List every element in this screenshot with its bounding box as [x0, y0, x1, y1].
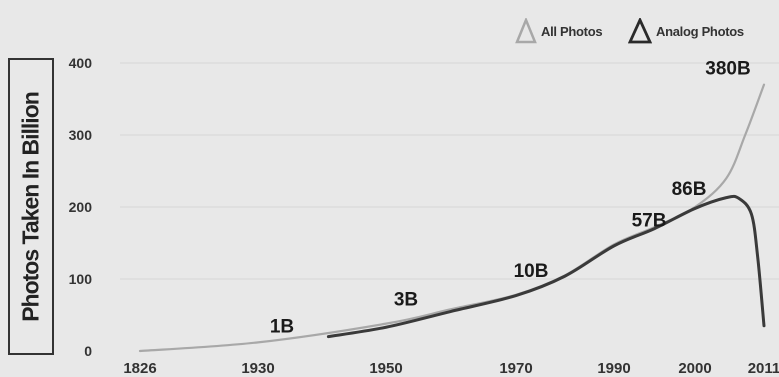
legend-item-analog-photos: Analog Photos	[628, 18, 744, 44]
light-triangle-icon	[515, 18, 537, 44]
x-tick-label: 1990	[597, 360, 630, 377]
legend-item-all-photos: All Photos	[515, 18, 603, 44]
data-label: 10B	[514, 261, 549, 282]
x-tick-label: 1970	[499, 360, 532, 377]
data-label: 3B	[394, 290, 418, 311]
x-tick-label: 2000	[678, 360, 711, 377]
data-label: 1B	[270, 316, 294, 337]
x-tick-label: 1950	[369, 360, 402, 377]
legend-label-all-photos: All Photos	[541, 23, 603, 39]
dark-triangle-icon	[628, 18, 652, 44]
data-label: 380B	[705, 59, 750, 80]
y-tick-label: 100	[69, 271, 93, 287]
y-tick-label: 200	[69, 199, 93, 215]
y-axis-label: Photos Taken In Billion	[17, 91, 44, 322]
y-tick-label: 400	[69, 55, 93, 71]
legend-label-analog-photos: Analog Photos	[656, 23, 744, 39]
y-tick-label: 0	[84, 343, 92, 359]
y-axis-label-box: Photos Taken In Billion	[8, 58, 54, 355]
data-label: 86B	[672, 179, 707, 200]
series-line-analog-photos	[326, 194, 766, 339]
x-tick-label: 2011	[748, 360, 779, 377]
x-tick-label: 1826	[123, 360, 156, 377]
data-label: 57B	[632, 210, 667, 231]
y-tick-label: 300	[69, 127, 93, 143]
x-tick-label: 1930	[241, 360, 274, 377]
